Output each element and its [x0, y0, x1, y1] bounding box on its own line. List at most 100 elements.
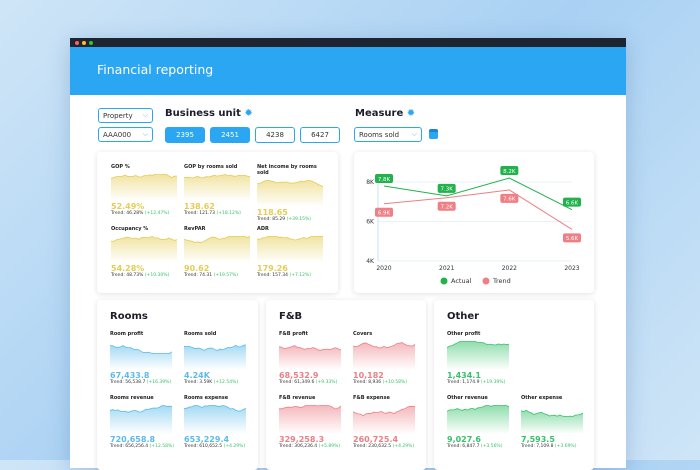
- maximize-dot[interactable]: [89, 40, 93, 45]
- metric-value: 52.49%: [111, 202, 145, 211]
- metric-title: F&B profit: [279, 331, 308, 337]
- metric-tile[interactable]: GOP by rooms sold 138.62 Trend: 121.73 (+1…: [184, 164, 250, 216]
- metric-trend: Trend: 85.29 (+39.15%): [257, 217, 312, 222]
- sparkline-area: [111, 236, 177, 263]
- other-card: Other Other profit 1,434.1 Trend: 1,174.9 (…: [434, 300, 594, 470]
- metric-value: 329,258.3: [279, 435, 325, 444]
- sparkline-line: [111, 235, 177, 242]
- business-unit-button[interactable]: 2451: [210, 127, 250, 143]
- chart-card: 4K 6K 8K 2020 2021 2022 2023 7.8K 7.3K 8.2K 6.6K 6.…: [354, 152, 594, 293]
- metric-value: 720,658.8: [110, 435, 156, 444]
- chevron-down-icon: ⌵: [142, 130, 148, 138]
- metric-value: 1,434.1: [447, 371, 481, 380]
- metric-value: 9,027.6: [447, 435, 481, 444]
- line-chart: 4K 6K 8K 2020 2021 2022 2023 7.8K 7.3K 8.2K 6.6K 6.…: [366, 166, 581, 285]
- metric-title: Rooms revenue: [110, 395, 154, 401]
- sparkline-area: [279, 405, 341, 434]
- data-label-bg: [437, 201, 456, 211]
- business-unit-button[interactable]: 6427: [300, 127, 340, 143]
- legend-marker: [440, 277, 448, 285]
- metric-title: Rooms expense: [184, 395, 229, 401]
- metric-value: 10,182: [353, 371, 384, 380]
- calendar-icon[interactable]: [429, 129, 438, 139]
- business-unit-label: Business unit ✹: [165, 108, 253, 119]
- property-label: Property: [103, 111, 133, 120]
- series-line-actual: [383, 177, 573, 211]
- sparkline-area: [110, 405, 172, 434]
- gear-icon[interactable]: ✹: [244, 108, 253, 119]
- property-value: AAA000: [103, 130, 132, 139]
- property-select[interactable]: AAA000 ⌵: [98, 127, 153, 142]
- series-line-trend: [383, 189, 573, 230]
- sparkline: [257, 236, 323, 263]
- metric-title: Room profit: [110, 331, 144, 337]
- metric-title: F&B revenue: [279, 395, 316, 401]
- data-label-bg: [563, 197, 581, 207]
- metric-title: GOP by rooms sold: [184, 164, 238, 170]
- sparkline-area: [257, 180, 323, 207]
- metric-title: Net income by rooms sold: [257, 164, 317, 176]
- sparkline: [353, 405, 415, 434]
- metric-trend: Trend: 3.59K (+12.54%): [184, 380, 239, 385]
- sparkline: [257, 179, 323, 207]
- data-label: 7.3K: [440, 187, 453, 193]
- metric-tile[interactable]: Room profit 67,433.8 Trend: 56,538.7 (+16.…: [110, 331, 172, 385]
- business-unit-button[interactable]: 2395: [165, 127, 205, 143]
- property-type-select[interactable]: Property ⌵: [98, 108, 153, 123]
- metric-tile[interactable]: Other profit 1,434.1 Trend: 1,174.9 (+19.3…: [447, 331, 509, 385]
- sparkline-area: [110, 345, 172, 370]
- metric-tile[interactable]: Other revenue 9,027.6 Trend: 6,847.7 (+3.5…: [447, 395, 509, 449]
- sparkline-area: [257, 236, 323, 263]
- sparkline-line: [184, 236, 250, 244]
- sparkline-line: [184, 344, 246, 351]
- metric-value: 260,725.4: [353, 435, 399, 444]
- x-tick-label: 2021: [439, 265, 454, 272]
- minimize-dot[interactable]: [82, 40, 86, 45]
- metric-trend: Trend: 8,936 (+10.58%): [353, 380, 408, 385]
- sparkline-area: [184, 344, 246, 370]
- metric-trend: Trend: 46.28% (+12.47%): [111, 211, 170, 216]
- metric-tile[interactable]: GOP % 52.49% Trend: 46.28% (+12.47%): [111, 164, 177, 216]
- metric-tile[interactable]: Rooms sold 4.24K Trend: 3.59K (+12.54%): [184, 331, 246, 385]
- metric-title: GOP %: [111, 164, 130, 170]
- metric-value: 7,593.5: [521, 435, 555, 444]
- x-tick-label: 2020: [376, 265, 391, 272]
- data-label-bg: [500, 193, 519, 203]
- gear-icon[interactable]: ✹: [406, 108, 416, 119]
- metric-tile[interactable]: ADR 179.26 Trend: 157.34 (+7.12%): [257, 226, 323, 278]
- metric-tile[interactable]: F&B profit 68,532.9 Trend: 61,349.6 (+9.33…: [279, 331, 341, 385]
- measure-select[interactable]: Rooms sold ⌵: [354, 127, 422, 142]
- sparkline-area: [184, 174, 250, 201]
- x-tick-label: 2023: [564, 265, 579, 272]
- metric-tile[interactable]: Other expense 7,593.5 Trend: 7,109.8 (+3.6…: [521, 395, 583, 449]
- metric-tile[interactable]: Occupancy % 54.28% Trend: 48.73% (+10.30%): [111, 226, 177, 278]
- metric-tile[interactable]: F&B revenue 329,258.3 Trend: 306,236.4 (+5…: [279, 395, 341, 449]
- business-unit-button[interactable]: 4238: [255, 127, 295, 143]
- sparkline-line: [184, 173, 250, 179]
- close-dot[interactable]: [75, 40, 79, 45]
- sparkline-line: [184, 405, 246, 412]
- kpi-card: GOP % 52.49% Trend: 46.28% (+12.47%) GOP by…: [97, 152, 338, 293]
- sparkline: [184, 173, 250, 201]
- metric-tile[interactable]: RevPAR 90.62 Trend: 74.31 (+19.57%): [184, 226, 250, 278]
- data-label: 7.8K: [378, 177, 391, 183]
- metric-value: 118.65: [257, 208, 288, 217]
- legend-label: Actual: [451, 277, 472, 285]
- data-label: 6.9K: [378, 211, 391, 217]
- measure-value: Rooms sold: [359, 130, 400, 139]
- metric-title: Other profit: [447, 331, 481, 337]
- metric-tile[interactable]: F&B expense 260,725.4 Trend: 230,632.5 (+4…: [353, 395, 415, 449]
- sparkline: [353, 342, 415, 370]
- sparkline-area: [447, 341, 509, 370]
- metric-tile[interactable]: Rooms expense 653,229.4 Trend: 610,652.5 (…: [184, 395, 246, 449]
- metric-trend: Trend: 56,538.7 (+16.39%): [110, 380, 172, 385]
- metric-tile[interactable]: Covers 10,182 Trend: 8,936 (+10.58%): [353, 331, 415, 385]
- metric-trend: Trend: 1,174.9 (+19.39%): [447, 380, 506, 385]
- metric-value: 138.62: [184, 202, 215, 211]
- metric-tile[interactable]: Net income by rooms sold 118.65 Trend: 85.…: [257, 164, 323, 222]
- sparkline-line: [353, 342, 415, 349]
- metric-tile[interactable]: Rooms revenue 720,658.8 Trend: 656,256.4 (…: [110, 395, 174, 449]
- metric-trend: Trend: 610,652.5 (+4.29%): [184, 444, 246, 449]
- metric-title: RevPAR: [184, 226, 206, 232]
- fnb-card: F&B F&B profit 68,532.9 Trend: 61,349.6 (+9…: [266, 300, 426, 470]
